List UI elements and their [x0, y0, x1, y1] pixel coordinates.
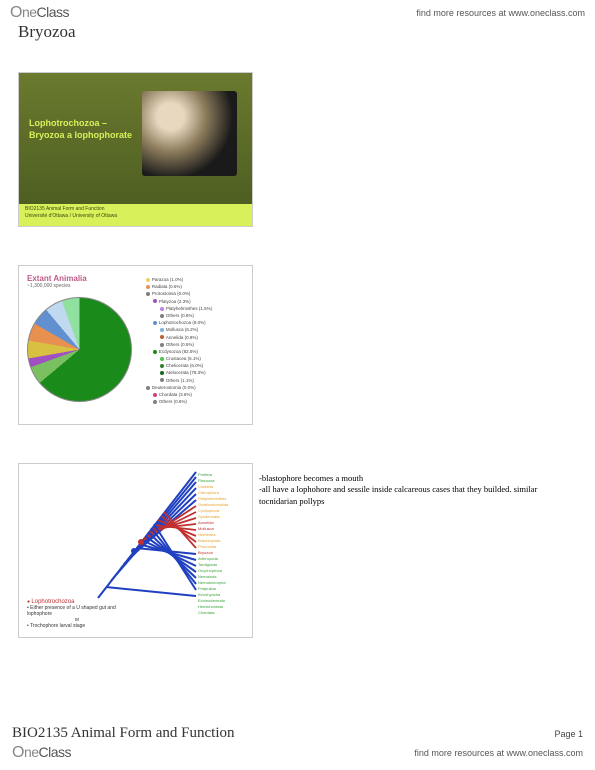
legend-dot-icon [160, 335, 164, 339]
footer-tagline: find more resources at www.oneclass.com [414, 748, 583, 758]
legend-label: Atelocerata (78.3%) [166, 370, 206, 375]
legend-item: Platyhelminthes (1.5%) [160, 305, 244, 312]
handwritten-notes: -blastophore becomes a mouth -all have a… [259, 463, 577, 507]
legend-label: Chordata (3.6%) [159, 392, 192, 397]
footer-row-2: OneClass find more resources at www.onec… [12, 744, 583, 762]
slide2-left-panel: Extant Animalia ~1,300,000 species [27, 274, 140, 416]
bottom-footer: BIO2135 Animal Form and Function Page 1 … [0, 725, 595, 762]
legend-dot-icon [160, 307, 164, 311]
legend-dot-icon [153, 400, 157, 404]
legend-item: Parazoa (1.0%) [146, 276, 244, 283]
footer-row-1: BIO2135 Animal Form and Function Page 1 [12, 725, 583, 742]
legend-dot-icon [146, 292, 150, 296]
top-header: OneClass find more resources at www.onec… [0, 0, 595, 22]
legend-item: Chelicerata (6.0%) [160, 362, 244, 369]
slide3-bullet2: • Trochophore larval stage [27, 623, 127, 629]
slide3-row: PoriferaPlacozoaCnidariaCtenophoraPlatyh… [18, 463, 577, 638]
legend-dot-icon [160, 357, 164, 361]
legend-dot-icon [153, 299, 157, 303]
legend-dot-icon [160, 371, 164, 375]
legend-dot-icon [153, 393, 157, 397]
legend-label: Others (1.1%) [166, 378, 194, 383]
legend-dot-icon [146, 386, 150, 390]
legend-item: Chordata (3.6%) [153, 391, 244, 398]
slide2-title: Extant Animalia [27, 274, 140, 283]
legend-item: Mollusca (6.2%) [160, 326, 244, 333]
legend-item: Platyzoa (2.3%) [153, 298, 244, 305]
legend-dot-icon [153, 321, 157, 325]
legend-item: Crustacea (5.1%) [160, 355, 244, 362]
legend-dot-icon [160, 378, 164, 382]
slide3-text-box: ● Lophotrochozoa • Either presence of a … [27, 599, 127, 629]
slide1-photo [142, 91, 237, 176]
legend-label: Crustacea (5.1%) [166, 356, 201, 361]
legend-label: Platyzoa (2.3%) [159, 299, 191, 304]
document-title: Bryozoa [0, 22, 595, 42]
legend-item: Lophotrochozoa (9.0%) [153, 319, 244, 326]
taxon-label: Chordata [198, 610, 246, 616]
legend-item: Deuterostomia (0.0%) [146, 384, 244, 391]
content-area: Lophotrochozoa – Bryozoa a lophophorate … [0, 42, 595, 638]
page-number: Page 1 [554, 729, 583, 739]
legend-label: Lophotrochozoa (9.0%) [159, 320, 206, 325]
slide1-title-line1: Lophotrochozoa – [29, 118, 107, 128]
footer-course-title: BIO2135 Animal Form and Function [12, 725, 235, 742]
legend-label: Radiata (0.6%) [152, 284, 182, 289]
legend-dot-icon [153, 350, 157, 354]
slide-2: Extant Animalia ~1,300,000 species Paraz… [18, 265, 253, 425]
legend-item: Annelida (0.8%) [160, 334, 244, 341]
slide2-subtitle: ~1,300,000 species [27, 283, 140, 289]
slide3-bullet1: • Either presence of a U shaped gut and … [27, 605, 127, 617]
legend-item: Others (0.8%) [160, 312, 244, 319]
footer-oneclass-logo: OneClass [12, 744, 71, 762]
slide-3: PoriferaPlacozoaCnidariaCtenophoraPlatyh… [18, 463, 253, 638]
header-tagline: find more resources at www.oneclass.com [416, 8, 585, 18]
legend-label: Platyhelminthes (1.5%) [166, 306, 212, 311]
legend-label: Deuterostomia (0.0%) [152, 385, 196, 390]
pie-chart [27, 297, 132, 402]
legend-dot-icon [160, 364, 164, 368]
legend-dot-icon [146, 278, 150, 282]
legend-label: Protostomia (0.0%) [152, 291, 191, 296]
legend-item: Others (0.6%) [153, 398, 244, 405]
legend-dot-icon [160, 343, 164, 347]
legend-label: Ecdysozoa (82.5%) [159, 349, 198, 354]
slide1-footer-course: BIO2135 Animal Form and Function [25, 206, 246, 213]
legend-item: Radiata (0.6%) [146, 283, 244, 290]
oneclass-logo: OneClass [10, 4, 69, 22]
legend-label: Parazoa (1.0%) [152, 277, 183, 282]
legend-item: Others (0.5%) [160, 341, 244, 348]
legend-label: Others (0.6%) [159, 399, 187, 404]
slide1-footer-univ: Université d'Ottawa / University of Otta… [25, 213, 246, 220]
slide1-footer: BIO2135 Animal Form and Function Univers… [19, 204, 252, 226]
pie-legend: Parazoa (1.0%) Radiata (0.6%) Protostomia … [146, 274, 244, 416]
legend-label: Others (0.5%) [166, 342, 194, 347]
legend-item: Ecdysozoa (82.5%) [153, 348, 244, 355]
slide1-title-line2: Bryozoa a lophophorate [29, 130, 132, 140]
legend-item: Atelocerata (78.3%) [160, 369, 244, 376]
note-line2: -all have a lophohore and sessile inside… [259, 484, 577, 507]
legend-label: Chelicerata (6.0%) [166, 363, 203, 368]
legend-item: Others (1.1%) [160, 377, 244, 384]
legend-label: Others (0.8%) [166, 313, 194, 318]
slide-1: Lophotrochozoa – Bryozoa a lophophorate … [18, 72, 253, 227]
legend-label: Annelida (0.8%) [166, 335, 198, 340]
legend-item: Protostomia (0.0%) [146, 290, 244, 297]
legend-label: Mollusca (6.2%) [166, 327, 198, 332]
legend-dot-icon [160, 328, 164, 332]
taxa-labels: PoriferaPlacozoaCnidariaCtenophoraPlatyh… [198, 472, 246, 616]
legend-dot-icon [146, 285, 150, 289]
legend-dot-icon [160, 314, 164, 318]
note-line1: -blastophore becomes a mouth [259, 473, 577, 484]
